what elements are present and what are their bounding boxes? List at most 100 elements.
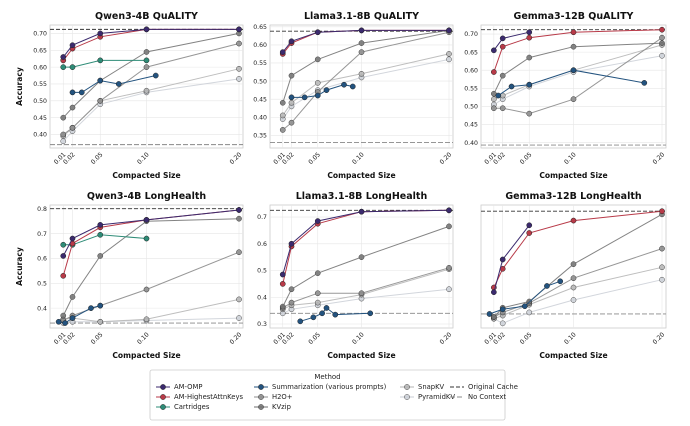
y-tick-label: 0.70 xyxy=(33,31,47,38)
data-point xyxy=(288,240,295,247)
data-point xyxy=(143,64,150,70)
chart-panel: Qwen3-4B QuALITY 0.40 0.45 0.50 0.55 0.60 0.65… xyxy=(15,11,244,180)
data-point xyxy=(143,316,150,323)
data-point xyxy=(236,315,242,321)
y-axis-label: Accuracy xyxy=(15,67,24,106)
legend-item: Summarization (various prompts) xyxy=(254,383,387,391)
data-point xyxy=(526,54,533,61)
x-axis-label: Compacted Size xyxy=(539,351,607,360)
data-point xyxy=(358,254,365,260)
chart-title: Gemma3-12B QuALITY xyxy=(514,11,634,22)
series-group xyxy=(279,223,452,310)
legend-label: AM-HighestAttnKeys xyxy=(174,393,243,401)
data-point xyxy=(115,81,122,87)
data-point xyxy=(288,99,295,106)
data-point xyxy=(557,278,564,285)
data-point xyxy=(97,77,104,84)
data-point xyxy=(78,89,85,96)
y-tick-label: 0.50 xyxy=(33,98,47,105)
series-group xyxy=(279,207,452,278)
data-point xyxy=(446,223,452,230)
y-tick-label: 0.8 xyxy=(37,206,47,213)
data-point xyxy=(279,112,286,119)
data-point xyxy=(526,81,533,88)
data-point xyxy=(97,30,104,37)
y-tick-label: 0.4 xyxy=(257,294,267,301)
data-point xyxy=(143,49,150,55)
legend-label: SnapKV xyxy=(418,383,445,391)
y-tick-label: 0.65 xyxy=(253,24,267,31)
data-point xyxy=(659,264,665,271)
y-tick-label: 0.6 xyxy=(257,241,267,248)
data-point xyxy=(236,207,242,213)
legend-box xyxy=(149,369,506,421)
data-point xyxy=(358,70,365,77)
x-tick-label: 0.10 xyxy=(351,331,366,346)
data-point xyxy=(69,104,76,111)
data-point xyxy=(288,299,295,306)
series-group xyxy=(60,207,242,259)
data-point xyxy=(97,57,104,64)
data-point xyxy=(349,83,356,90)
x-tick-label: 0.05 xyxy=(307,331,322,346)
data-point xyxy=(499,72,506,79)
y-tick-label: 0.5 xyxy=(257,268,267,275)
y-tick-label: 0.65 xyxy=(33,47,47,54)
legend-item: Cartridges xyxy=(156,403,210,411)
data-point xyxy=(69,42,76,49)
legend-swatch-marker xyxy=(160,404,166,410)
x-tick-label: 0.05 xyxy=(519,151,534,166)
data-point xyxy=(279,303,286,310)
y-tick-label: 0.45 xyxy=(464,122,478,129)
data-point xyxy=(526,222,533,229)
data-point xyxy=(521,303,528,310)
series-group xyxy=(55,302,104,326)
data-point xyxy=(499,306,506,313)
data-point xyxy=(358,49,365,55)
data-point xyxy=(314,56,321,63)
chart-panel: Llama3.1-8B QuALITY 0.35 0.40 0.45 0.50 0.55 0… xyxy=(253,11,454,180)
data-point xyxy=(60,131,67,138)
data-point xyxy=(659,34,665,41)
data-point xyxy=(446,286,452,293)
data-point xyxy=(314,218,321,224)
series-group xyxy=(491,222,533,296)
data-point xyxy=(332,311,339,318)
legend-label: KVzip xyxy=(272,403,291,411)
x-tick-label: 0.05 xyxy=(90,151,105,166)
series-group xyxy=(60,26,242,60)
x-axis-label: Compacted Size xyxy=(327,171,395,180)
data-point xyxy=(236,76,242,82)
y-axis-label: Accuracy xyxy=(15,247,24,286)
data-point xyxy=(570,284,577,291)
data-point xyxy=(62,320,68,326)
data-point xyxy=(314,270,321,277)
chart-title: Gemma3-12B LongHealth xyxy=(505,191,642,202)
data-point xyxy=(152,72,159,79)
data-point xyxy=(323,87,330,93)
x-tick-label: 0.20 xyxy=(439,331,454,346)
y-tick-label: 0.40 xyxy=(464,140,478,147)
data-point xyxy=(358,208,365,215)
data-point xyxy=(314,80,321,86)
data-point xyxy=(358,290,365,297)
legend-item: No Context xyxy=(450,393,506,401)
y-tick-label: 0.60 xyxy=(33,64,47,71)
series-group xyxy=(279,29,452,133)
data-point xyxy=(446,264,452,271)
data-point xyxy=(301,94,308,101)
data-point xyxy=(446,51,452,57)
x-axis-label: Compacted Size xyxy=(112,171,180,180)
data-point xyxy=(236,296,242,303)
y-tick-label: 0.55 xyxy=(253,60,267,67)
data-point xyxy=(60,312,67,319)
chart-panel: Llama3.1-8B LongHealth 0.3 0.4 0.5 0.6 0.7 0.0… xyxy=(257,191,454,360)
data-point xyxy=(236,215,242,222)
series-group xyxy=(69,72,159,96)
series-group xyxy=(60,296,242,325)
data-point xyxy=(526,34,533,41)
data-point xyxy=(236,40,242,47)
data-point xyxy=(97,318,104,325)
data-point xyxy=(491,47,497,54)
